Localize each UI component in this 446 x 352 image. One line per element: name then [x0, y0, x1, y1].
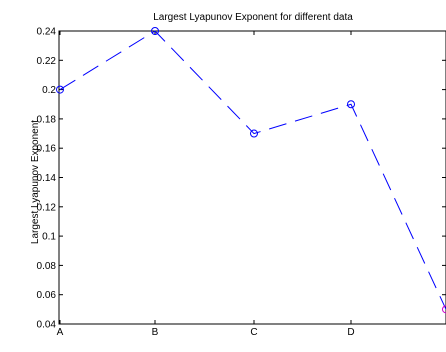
y-tick-label: 0.1 [42, 232, 56, 243]
data-point-marker [250, 129, 258, 138]
series-line [59, 30, 446, 310]
x-tick-label: A [57, 327, 64, 338]
y-tick-label: 0.18 [37, 114, 57, 125]
y-tick-label: 0.12 [37, 202, 57, 213]
y-tick-label: 0.06 [37, 290, 57, 301]
y-tick-label: 0.22 [37, 56, 57, 67]
x-tick-label: D [347, 327, 354, 338]
data-point-marker [347, 100, 355, 109]
data-point-marker [442, 305, 446, 314]
y-tick-label: 0.14 [37, 173, 57, 184]
y-axis-ticks: 0.04 0.06 0.08 0.1 0.12 0.14 0.16 0.18 0.2 0.22 0.… [37, 27, 446, 331]
y-tick-label: 0.16 [37, 144, 57, 155]
chart-title: Largest Lyapunov Exponent for different … [153, 12, 353, 23]
y-tick-label: 0.08 [37, 261, 57, 272]
data-series [56, 27, 446, 314]
x-tick-label: C [250, 327, 257, 338]
x-tick-label: B [152, 327, 159, 338]
data-point-marker [151, 27, 159, 35]
plot-area-frame [58, 30, 446, 325]
y-tick-label: 0.2 [42, 85, 56, 96]
y-tick-label: 0.04 [37, 320, 57, 331]
data-point-marker [56, 85, 64, 94]
y-tick-label: 0.24 [37, 27, 57, 38]
y-axis-label: Largest Lyapunov Exponent [30, 120, 41, 244]
x-axis-ticks: A B C D [57, 31, 446, 338]
